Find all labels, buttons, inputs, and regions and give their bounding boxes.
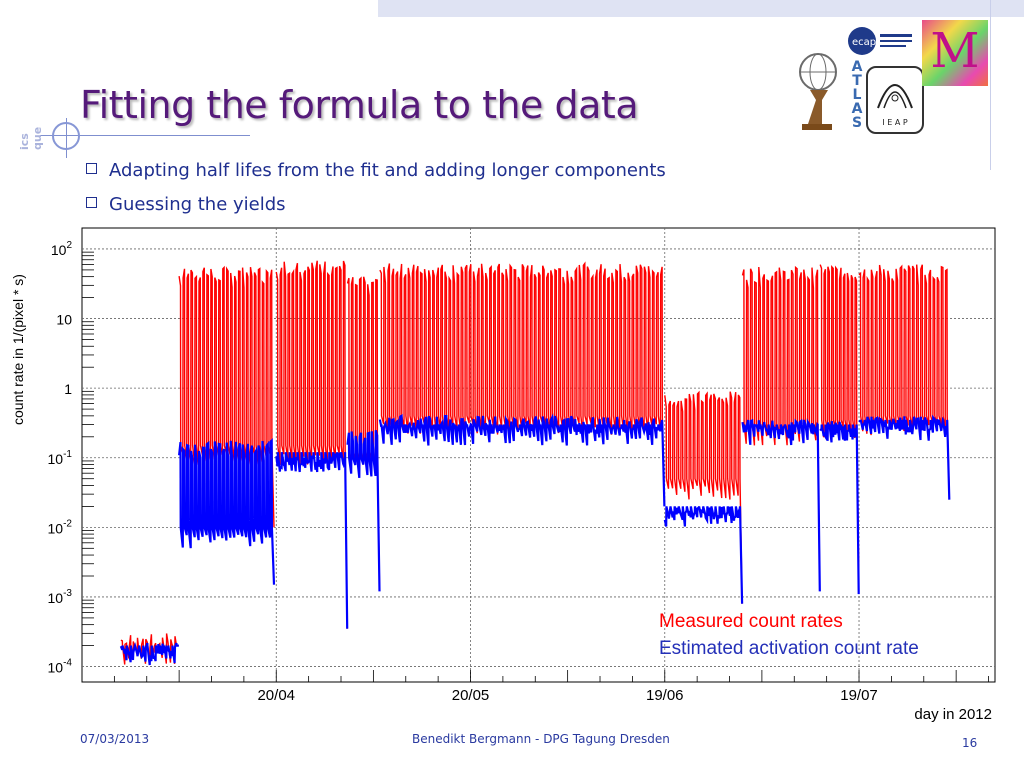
ecap-label: ecap <box>852 37 876 48</box>
atlas-letter: T <box>852 73 862 89</box>
y-tick-label: 102 <box>51 240 73 258</box>
y-tick-label: 10-2 <box>48 518 73 536</box>
atlas-figure-logo <box>799 53 837 130</box>
ieap-emblem-icon <box>877 84 913 109</box>
x-tick-label: 20/05 <box>452 687 490 704</box>
footer-author: Benedikt Bergmann - DPG Tagung Dresden <box>412 732 670 746</box>
bullet-2-text: Guessing the yields <box>109 194 286 215</box>
decorative-line <box>990 0 991 170</box>
series-segment <box>741 418 821 592</box>
atlas-letter: S <box>851 115 863 131</box>
series-segment <box>378 413 666 507</box>
atlas-text-logo: A T L A S <box>846 60 868 130</box>
series-segment <box>178 265 275 528</box>
y-axis-label: count rate in 1/(pixel * s) <box>10 274 26 425</box>
checkbox-bullet-icon <box>86 163 97 174</box>
ieap-label: I E A P <box>882 118 908 127</box>
series-segment <box>663 506 744 604</box>
series-segment <box>664 390 743 604</box>
series-segment <box>275 451 349 629</box>
legend-measured: Measured count rates <box>659 611 843 632</box>
checkbox-bullet-icon <box>86 197 97 208</box>
series-segment <box>346 276 381 585</box>
x-tick-label: 19/06 <box>646 687 684 704</box>
y-tick-label: 10 <box>56 312 72 328</box>
page-number: 16 <box>962 736 978 750</box>
atlas-letter: A <box>851 101 863 117</box>
x-axis-label: day in 2012 <box>914 706 992 723</box>
series-segment <box>858 414 951 500</box>
y-tick-labels: 102 10 1 10-1 10-2 10-3 10-4 <box>48 240 73 676</box>
series-segment <box>819 421 860 595</box>
footer-date: 07/03/2013 <box>80 732 150 746</box>
series-segment <box>275 260 348 629</box>
ecap-logo: ecap <box>848 27 912 55</box>
decorative-circle-icon <box>52 122 80 150</box>
magenta-m-logo: M <box>922 20 988 86</box>
bullet-1-text: Adapting half lifes from the fit and add… <box>109 160 666 181</box>
x-tick-labels: 20/04 20/05 19/06 19/07 <box>257 687 877 704</box>
series-segment <box>346 430 381 592</box>
legend-activation: Estimated activation count rate <box>659 638 919 659</box>
y-tick-label: 10-3 <box>48 588 73 606</box>
m-logo-letter: M <box>930 23 980 79</box>
bullet-1: Adapting half lifes from the fit and add… <box>86 160 666 181</box>
header-band <box>378 0 1024 17</box>
bullet-2: Guessing the yields <box>86 194 286 215</box>
atlas-letter: L <box>852 87 862 103</box>
series-segment <box>119 642 179 666</box>
y-tick-label: 10-4 <box>48 658 73 676</box>
ieap-logo: I E A P <box>866 66 924 134</box>
atlas-letter: A <box>851 59 863 75</box>
y-tick-label: 10-1 <box>48 449 73 467</box>
x-tick-label: 20/04 <box>257 687 295 704</box>
x-tick-label: 19/07 <box>840 687 878 704</box>
title-underline <box>40 135 250 136</box>
activation-series <box>119 413 951 666</box>
series-segment <box>178 438 276 585</box>
y-tick-label: 1 <box>64 381 72 397</box>
slide-title: Fitting the formula to the data <box>80 83 639 127</box>
